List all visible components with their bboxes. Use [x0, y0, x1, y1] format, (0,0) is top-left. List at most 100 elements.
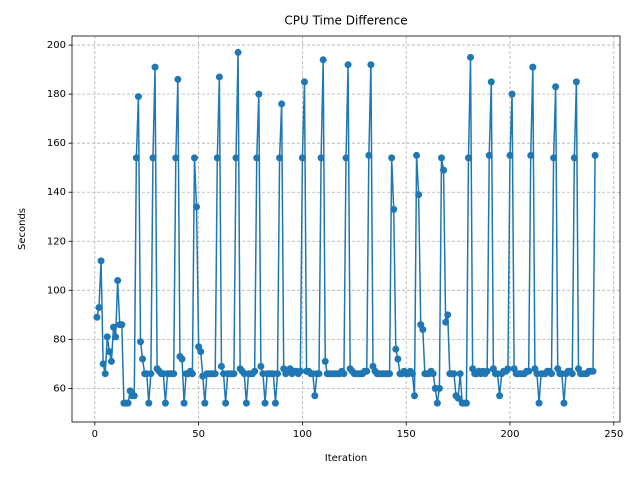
point — [367, 61, 375, 69]
point — [415, 191, 423, 199]
y-axis-label: Seconds — [17, 208, 28, 250]
point — [454, 394, 462, 402]
y-tick-label: 180 — [47, 89, 66, 100]
point — [442, 318, 450, 326]
point — [130, 392, 138, 400]
point — [105, 348, 113, 356]
point — [560, 399, 568, 407]
point — [222, 399, 230, 407]
point — [278, 100, 286, 108]
point — [261, 399, 269, 407]
point — [317, 154, 325, 162]
point — [276, 154, 284, 162]
point — [440, 166, 448, 174]
point — [134, 93, 142, 101]
x-tick-label: 250 — [604, 429, 623, 440]
point — [145, 399, 153, 407]
point — [394, 355, 402, 363]
point — [99, 360, 107, 368]
point — [147, 370, 155, 378]
point — [506, 151, 514, 159]
point — [508, 90, 516, 98]
y-tick-label: 140 — [47, 187, 66, 198]
point — [103, 333, 111, 341]
point — [483, 367, 491, 375]
point — [251, 367, 259, 375]
point — [110, 323, 118, 331]
x-axis-label: Iteration — [325, 453, 367, 464]
point — [529, 63, 537, 71]
point — [456, 370, 464, 378]
point — [149, 154, 157, 162]
point — [496, 392, 504, 400]
point — [137, 338, 144, 346]
point — [467, 53, 475, 61]
point — [315, 370, 323, 378]
point — [464, 154, 472, 162]
point — [311, 392, 319, 400]
point — [408, 370, 416, 378]
y-tick-label: 160 — [47, 138, 66, 149]
point — [552, 83, 560, 91]
point — [429, 370, 437, 378]
point — [462, 399, 470, 407]
point — [124, 399, 132, 407]
y-tick-label: 80 — [53, 334, 66, 345]
point — [411, 392, 418, 400]
point — [525, 367, 533, 375]
point — [386, 370, 394, 378]
point — [437, 154, 445, 162]
point — [589, 367, 597, 375]
x-tick-label: 0 — [92, 429, 98, 440]
point — [107, 357, 115, 365]
point — [172, 154, 180, 162]
point — [572, 78, 580, 86]
point — [344, 61, 352, 69]
x-tick-label: 200 — [500, 429, 519, 440]
point — [139, 355, 147, 363]
point — [213, 154, 221, 162]
point — [257, 362, 265, 370]
plot-frame — [71, 35, 621, 423]
point — [151, 63, 159, 71]
point — [568, 370, 576, 378]
point — [170, 370, 178, 378]
point — [180, 399, 188, 407]
point — [274, 370, 281, 378]
point — [450, 370, 458, 378]
point — [232, 154, 240, 162]
point — [230, 370, 238, 378]
point — [392, 345, 400, 353]
point — [321, 357, 329, 365]
point — [342, 154, 350, 162]
point — [485, 151, 493, 159]
point — [548, 370, 555, 378]
x-tick-label: 50 — [192, 429, 205, 440]
point — [435, 384, 443, 392]
point — [161, 399, 169, 407]
point — [193, 203, 201, 211]
point — [365, 151, 373, 159]
point — [550, 154, 558, 162]
series-line — [96, 52, 596, 404]
point — [95, 303, 103, 311]
point — [101, 370, 109, 378]
point — [413, 151, 421, 159]
point — [300, 78, 308, 86]
point — [178, 355, 186, 363]
point — [570, 154, 578, 162]
point — [188, 370, 196, 378]
point — [535, 399, 543, 407]
y-tick-label: 100 — [47, 285, 66, 296]
point — [174, 75, 182, 83]
point — [444, 311, 452, 319]
point — [217, 362, 225, 370]
point — [118, 321, 126, 329]
point — [211, 370, 219, 378]
point — [388, 154, 396, 162]
point — [215, 73, 223, 81]
point — [190, 154, 198, 162]
point — [319, 56, 327, 64]
x-tick-label: 100 — [293, 429, 312, 440]
